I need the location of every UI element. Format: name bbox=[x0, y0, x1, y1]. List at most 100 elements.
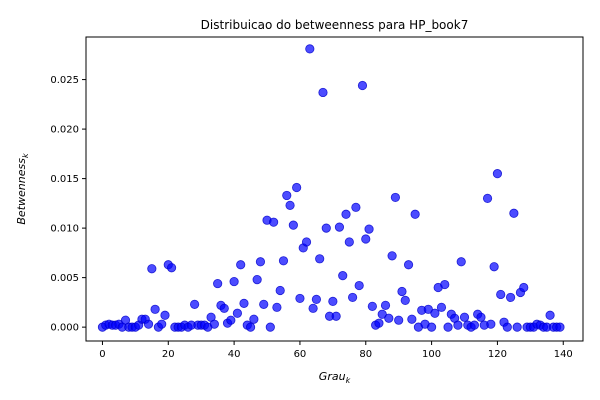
data-point bbox=[190, 299, 200, 309]
data-point bbox=[545, 310, 555, 320]
data-point bbox=[150, 304, 160, 314]
x-axis-label: Grauk bbox=[319, 370, 351, 385]
data-point bbox=[321, 223, 331, 233]
data-point bbox=[357, 80, 368, 91]
data-point bbox=[430, 308, 440, 318]
x-tick-label: 0 bbox=[99, 349, 105, 360]
data-point bbox=[157, 319, 167, 329]
data-point bbox=[351, 202, 361, 212]
y-tick-label: 0.020 bbox=[50, 125, 79, 136]
data-point bbox=[226, 315, 236, 325]
y-tick-label: 0.010 bbox=[50, 224, 79, 235]
y-axis-ticks: 0.000 0.005 0.010 0.015 0.020 0.025 bbox=[50, 75, 86, 334]
x-tick-label: 40 bbox=[228, 349, 241, 360]
y-tick-label: 0.015 bbox=[50, 174, 79, 185]
data-point bbox=[305, 44, 315, 54]
x-tick-label: 140 bbox=[554, 349, 573, 360]
data-point bbox=[344, 237, 354, 247]
x-tick-label: 120 bbox=[488, 349, 507, 360]
data-point bbox=[282, 190, 292, 201]
y-axis-label: Betwennessk bbox=[15, 153, 30, 225]
data-point bbox=[354, 280, 364, 291]
data-point bbox=[269, 217, 279, 227]
x-tick-label: 20 bbox=[162, 349, 175, 360]
data-point bbox=[209, 319, 219, 329]
data-point bbox=[482, 193, 493, 204]
data-point bbox=[456, 257, 466, 267]
data-point bbox=[436, 302, 447, 312]
data-point bbox=[255, 257, 266, 267]
data-point bbox=[459, 312, 470, 322]
data-point bbox=[278, 256, 289, 266]
data-point bbox=[407, 314, 417, 324]
data-point bbox=[328, 296, 338, 306]
x-axis-label-main: Grau bbox=[319, 370, 346, 383]
data-point bbox=[394, 315, 404, 325]
data-point bbox=[509, 208, 519, 218]
data-point bbox=[519, 282, 529, 293]
chart-title: Distribuicao do betweenness para HP_book… bbox=[201, 18, 469, 32]
plot-area bbox=[85, 36, 584, 342]
data-point bbox=[380, 300, 391, 310]
data-point bbox=[348, 292, 358, 303]
data-point bbox=[364, 224, 374, 234]
data-point bbox=[377, 309, 387, 319]
data-point bbox=[275, 285, 285, 296]
data-point bbox=[361, 234, 371, 244]
data-point bbox=[367, 301, 377, 311]
data-point bbox=[239, 298, 249, 308]
data-point bbox=[259, 299, 269, 309]
data-point bbox=[390, 192, 400, 203]
data-point bbox=[410, 209, 420, 219]
data-point bbox=[512, 322, 522, 332]
data-point bbox=[265, 322, 275, 332]
data-point bbox=[505, 292, 516, 303]
data-point bbox=[308, 303, 318, 313]
data-point bbox=[301, 237, 312, 247]
y-tick-label: 0.000 bbox=[50, 323, 79, 334]
data-point bbox=[453, 320, 463, 330]
data-point bbox=[469, 320, 479, 330]
data-point bbox=[213, 278, 223, 289]
data-point bbox=[374, 318, 384, 328]
data-point bbox=[489, 262, 499, 272]
x-axis-ticks: 0 20 40 60 80 100 120 140 bbox=[99, 341, 573, 360]
data-point bbox=[400, 295, 410, 306]
data-point bbox=[341, 209, 351, 219]
data-point bbox=[143, 319, 154, 329]
data-point bbox=[295, 293, 305, 304]
data-point bbox=[315, 254, 325, 264]
data-point bbox=[245, 322, 256, 332]
data-point bbox=[331, 311, 341, 321]
data-point bbox=[403, 260, 414, 270]
data-point bbox=[311, 294, 321, 305]
data-point bbox=[492, 169, 503, 179]
y-axis-label-main: Betwenness bbox=[15, 158, 28, 225]
data-point bbox=[288, 220, 298, 230]
x-tick-label: 80 bbox=[359, 349, 372, 360]
data-point bbox=[229, 276, 239, 287]
data-point bbox=[219, 303, 229, 313]
data-point bbox=[423, 304, 433, 314]
data-point bbox=[502, 322, 512, 332]
data-point bbox=[334, 222, 345, 232]
data-point bbox=[318, 87, 328, 98]
data-point bbox=[440, 279, 450, 290]
data-point bbox=[292, 182, 302, 193]
data-point bbox=[496, 289, 506, 300]
data-point bbox=[252, 275, 262, 285]
data-point bbox=[384, 313, 394, 323]
data-point bbox=[272, 302, 282, 312]
data-point bbox=[397, 286, 407, 297]
data-points bbox=[97, 44, 565, 332]
x-tick-label: 60 bbox=[294, 349, 307, 360]
data-point bbox=[426, 322, 437, 332]
data-point bbox=[236, 260, 246, 270]
data-point bbox=[486, 319, 496, 329]
data-point bbox=[476, 312, 486, 322]
data-point bbox=[160, 310, 170, 320]
data-point bbox=[232, 308, 243, 318]
data-point bbox=[249, 314, 259, 324]
data-point bbox=[387, 251, 397, 261]
